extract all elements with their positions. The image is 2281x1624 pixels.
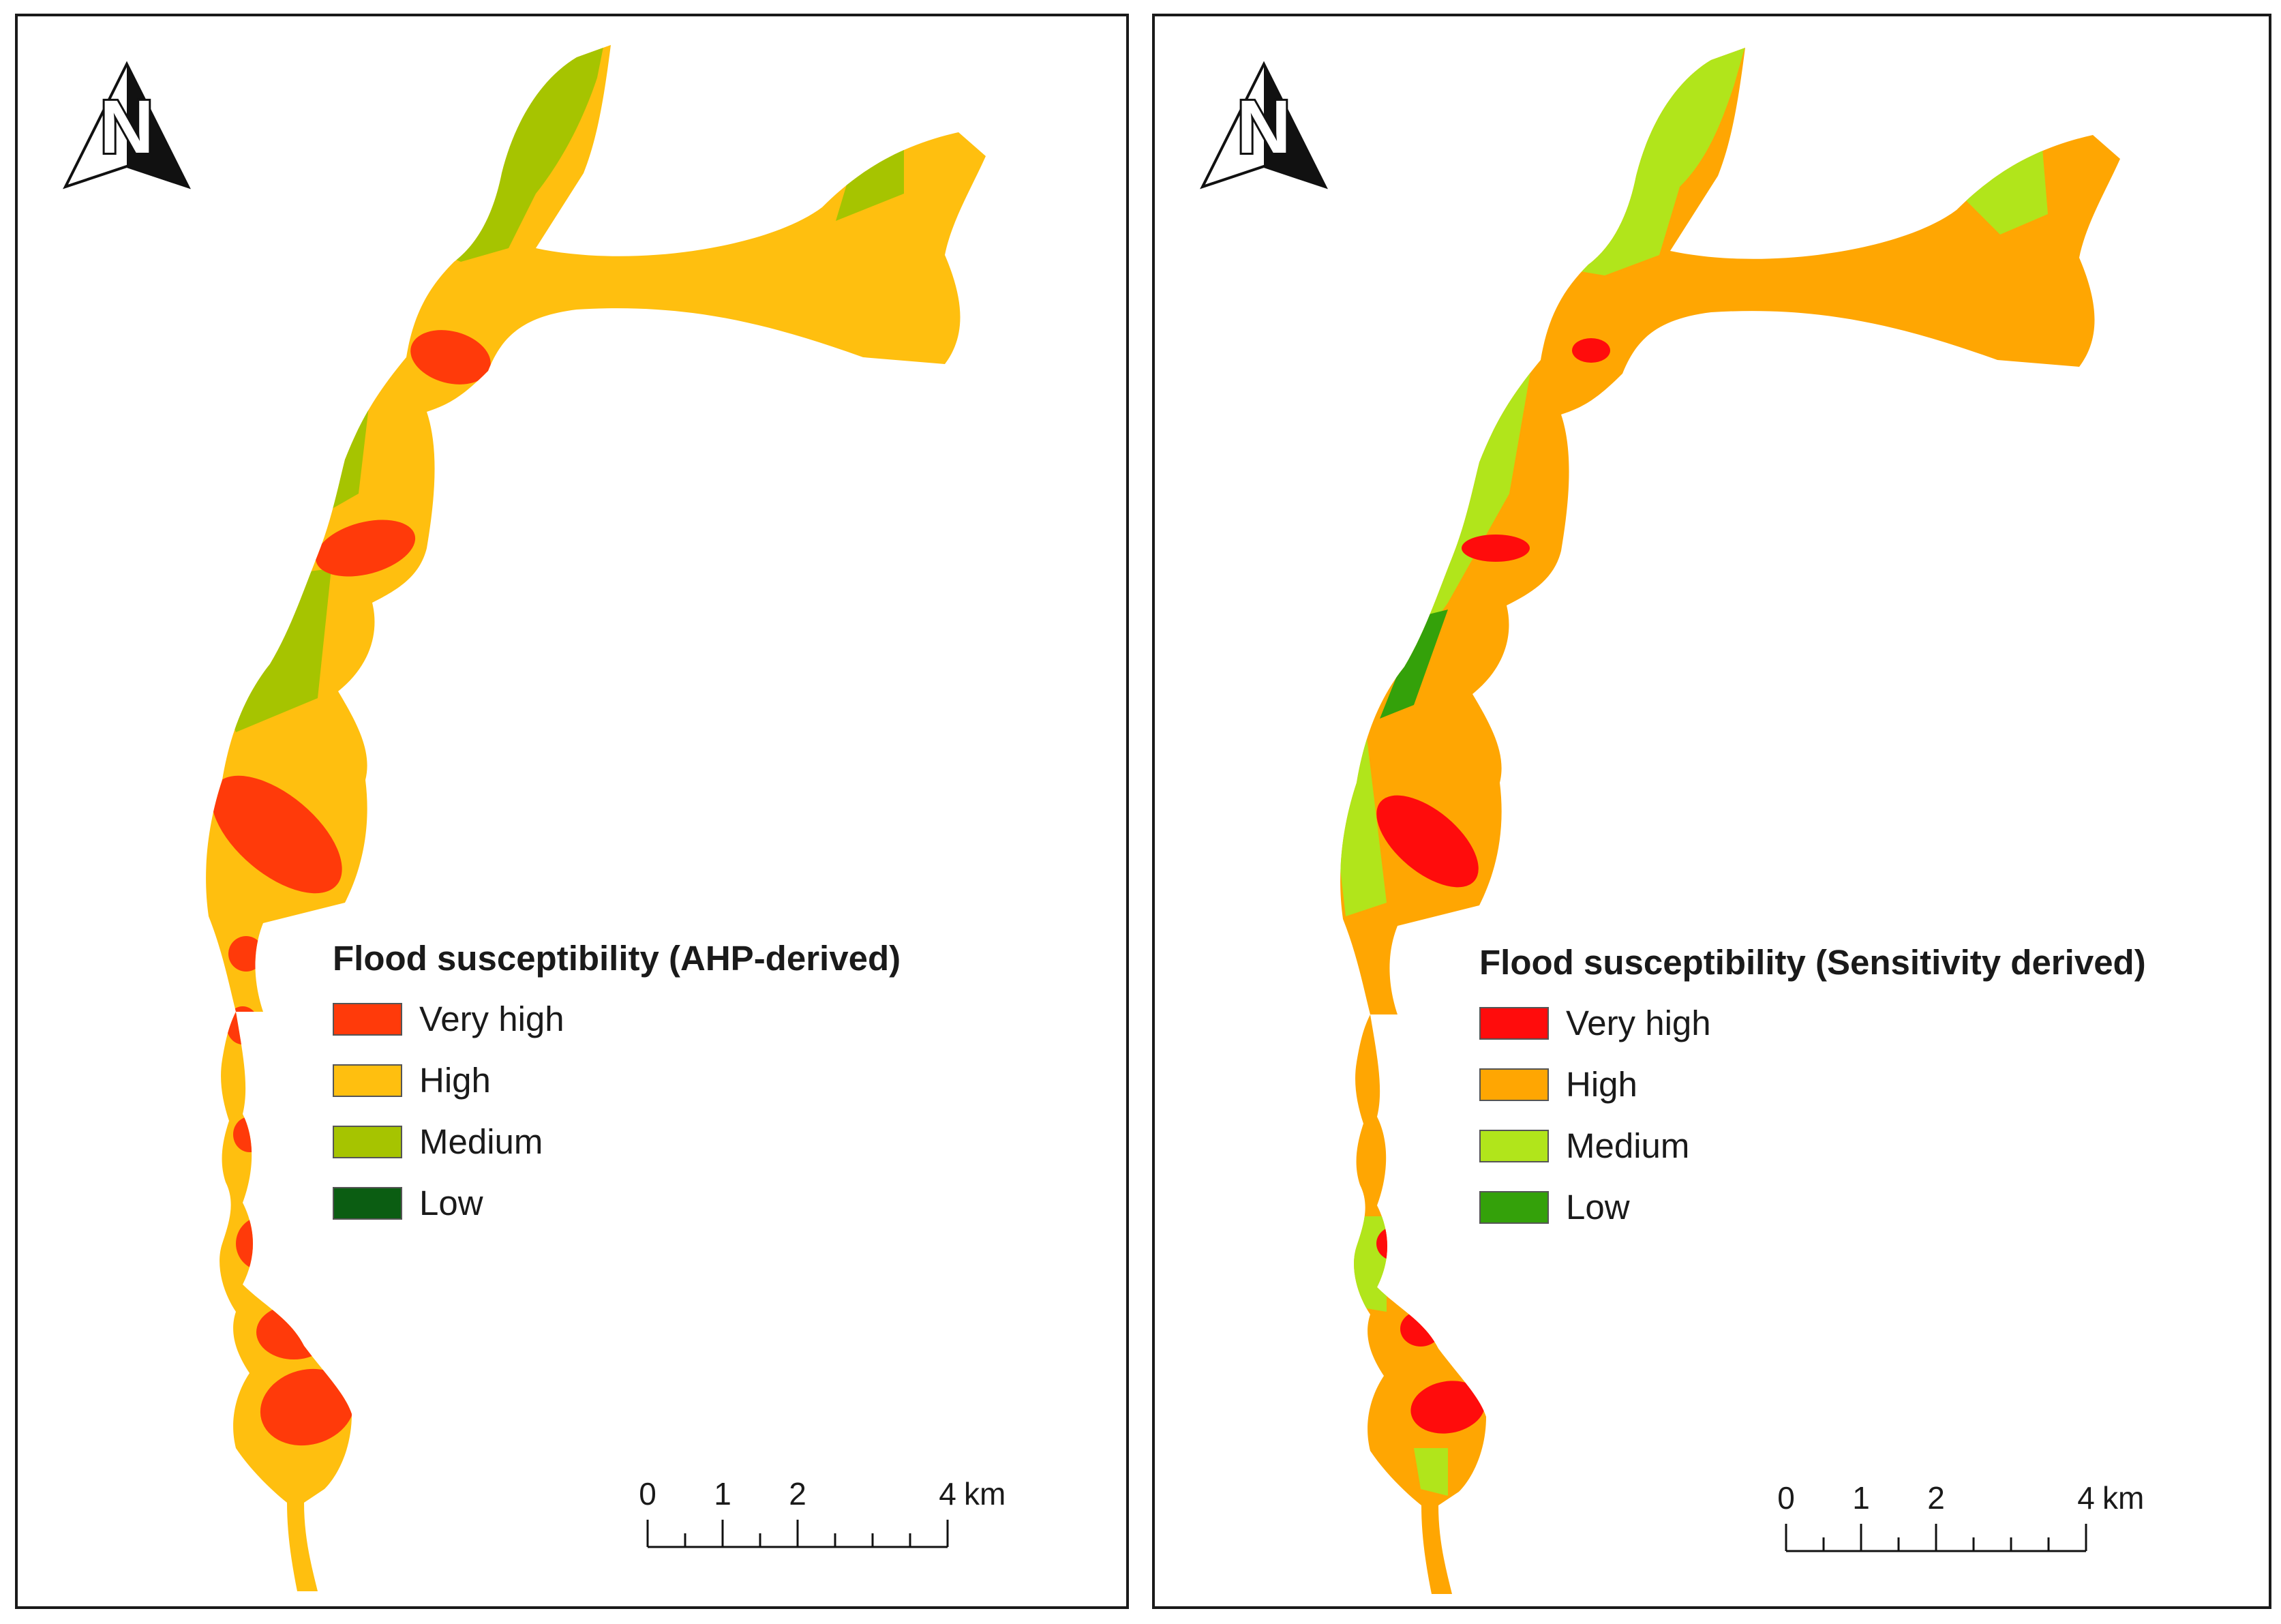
legend-label: Medium [1566, 1126, 1690, 1165]
north-arrow-icon: N [1200, 61, 1328, 190]
map-canvas [206, 45, 986, 1591]
zone-high [1340, 48, 2121, 1594]
scale-label: 1 [714, 1476, 731, 1512]
scale-bar-sensitivity: 0 1 2 4 km [1777, 1479, 2144, 1561]
scale-label: 0 [1777, 1480, 1795, 1516]
legend-label: High [1566, 1065, 1637, 1104]
zone-very-high-7 [1410, 1381, 1485, 1434]
legend-label: Medium [419, 1122, 543, 1161]
north-letter: N [1237, 85, 1290, 169]
map-canvas [1340, 48, 2121, 1594]
scale-label: 2 [789, 1476, 806, 1512]
zone-medium-south [1346, 1216, 1387, 1312]
zone-very-high-7 [236, 1216, 290, 1271]
scale-label: 0 [639, 1476, 656, 1512]
zone-very-high-9 [260, 1368, 355, 1446]
zone-very-high-6 [233, 1117, 266, 1152]
legend-item-very-high: Very high [333, 991, 901, 1052]
zone-very-high-5 [1376, 1226, 1417, 1261]
legend-item-very-high: Very high [1479, 995, 2146, 1056]
zone-very-high-1 [410, 330, 491, 385]
zone-very-high-2 [1462, 535, 1530, 562]
zone-low [1380, 610, 1448, 719]
legend-swatch [333, 1187, 402, 1220]
legend-label: Very high [1566, 1004, 1711, 1042]
legend-item-high: High [1479, 1056, 2146, 1117]
legend-title: Flood susceptibility (AHP-derived) [333, 939, 901, 978]
scale-unit: km [2102, 1480, 2145, 1516]
zone-low [468, 78, 495, 194]
scale-label: 1 [1852, 1480, 1870, 1516]
scale-bar-graphic [1785, 1524, 2087, 1552]
legend-swatch [1479, 1130, 1549, 1162]
legend-swatch [1479, 1191, 1549, 1224]
legend-swatch [1479, 1068, 1549, 1101]
legend-label: Low [1566, 1188, 1630, 1227]
zone-medium-ne [836, 139, 904, 221]
zone-very-high-4 [228, 936, 264, 972]
scale-label: 4 [2077, 1480, 2095, 1516]
scale-unit: km [964, 1476, 1006, 1512]
north-letter: N [100, 85, 153, 169]
zone-medium-tail [1414, 1448, 1448, 1496]
legend-swatch [333, 1003, 402, 1036]
map-panel-sensitivity: N Flood susceptibility (Sensitivity deri… [1152, 14, 2271, 1609]
zone-very-high-5 [226, 1006, 259, 1044]
legend-item-medium: Medium [1479, 1117, 2146, 1179]
legend-item-low: Low [1479, 1179, 2146, 1240]
legend-swatch [333, 1064, 402, 1097]
legend-label: High [419, 1061, 491, 1100]
zone-very-high-8 [256, 1305, 331, 1359]
flood-map-ahp [206, 45, 986, 1591]
zone-very-high-1 [1572, 338, 1610, 363]
map-panel-ahp: N Flood susceptibility (AHP-derived) Ver… [15, 14, 1129, 1609]
zone-very-high-3 [1376, 795, 1479, 888]
legend-ahp: Flood susceptibility (AHP-derived) Very … [333, 938, 901, 1236]
legend-sensitivity: Flood susceptibility (Sensitivity derive… [1479, 942, 2146, 1240]
legend-swatch [1479, 1007, 1549, 1040]
north-arrow-icon: N [63, 61, 191, 190]
scale-bar-ahp: 0 1 2 4 km [639, 1475, 1006, 1557]
legend-swatch [333, 1126, 402, 1158]
legend-label: Very high [419, 999, 564, 1038]
zone-very-high-4 [1377, 1019, 1396, 1046]
scale-label: 4 [939, 1476, 956, 1512]
legend-item-high: High [333, 1052, 901, 1113]
flood-map-sensitivity [1340, 48, 2121, 1594]
zone-very-high-2 [315, 520, 416, 577]
zone-very-high-6 [1400, 1311, 1441, 1347]
legend-item-low: Low [333, 1175, 901, 1236]
legend-label: Low [419, 1184, 483, 1222]
legend-title: Flood susceptibility (Sensitivity derive… [1479, 943, 2146, 982]
zone-high [206, 45, 986, 1591]
scale-label: 2 [1927, 1480, 1945, 1516]
zone-very-high-3 [211, 775, 342, 894]
scale-bar-graphic [646, 1520, 949, 1548]
legend-item-medium: Medium [333, 1113, 901, 1175]
